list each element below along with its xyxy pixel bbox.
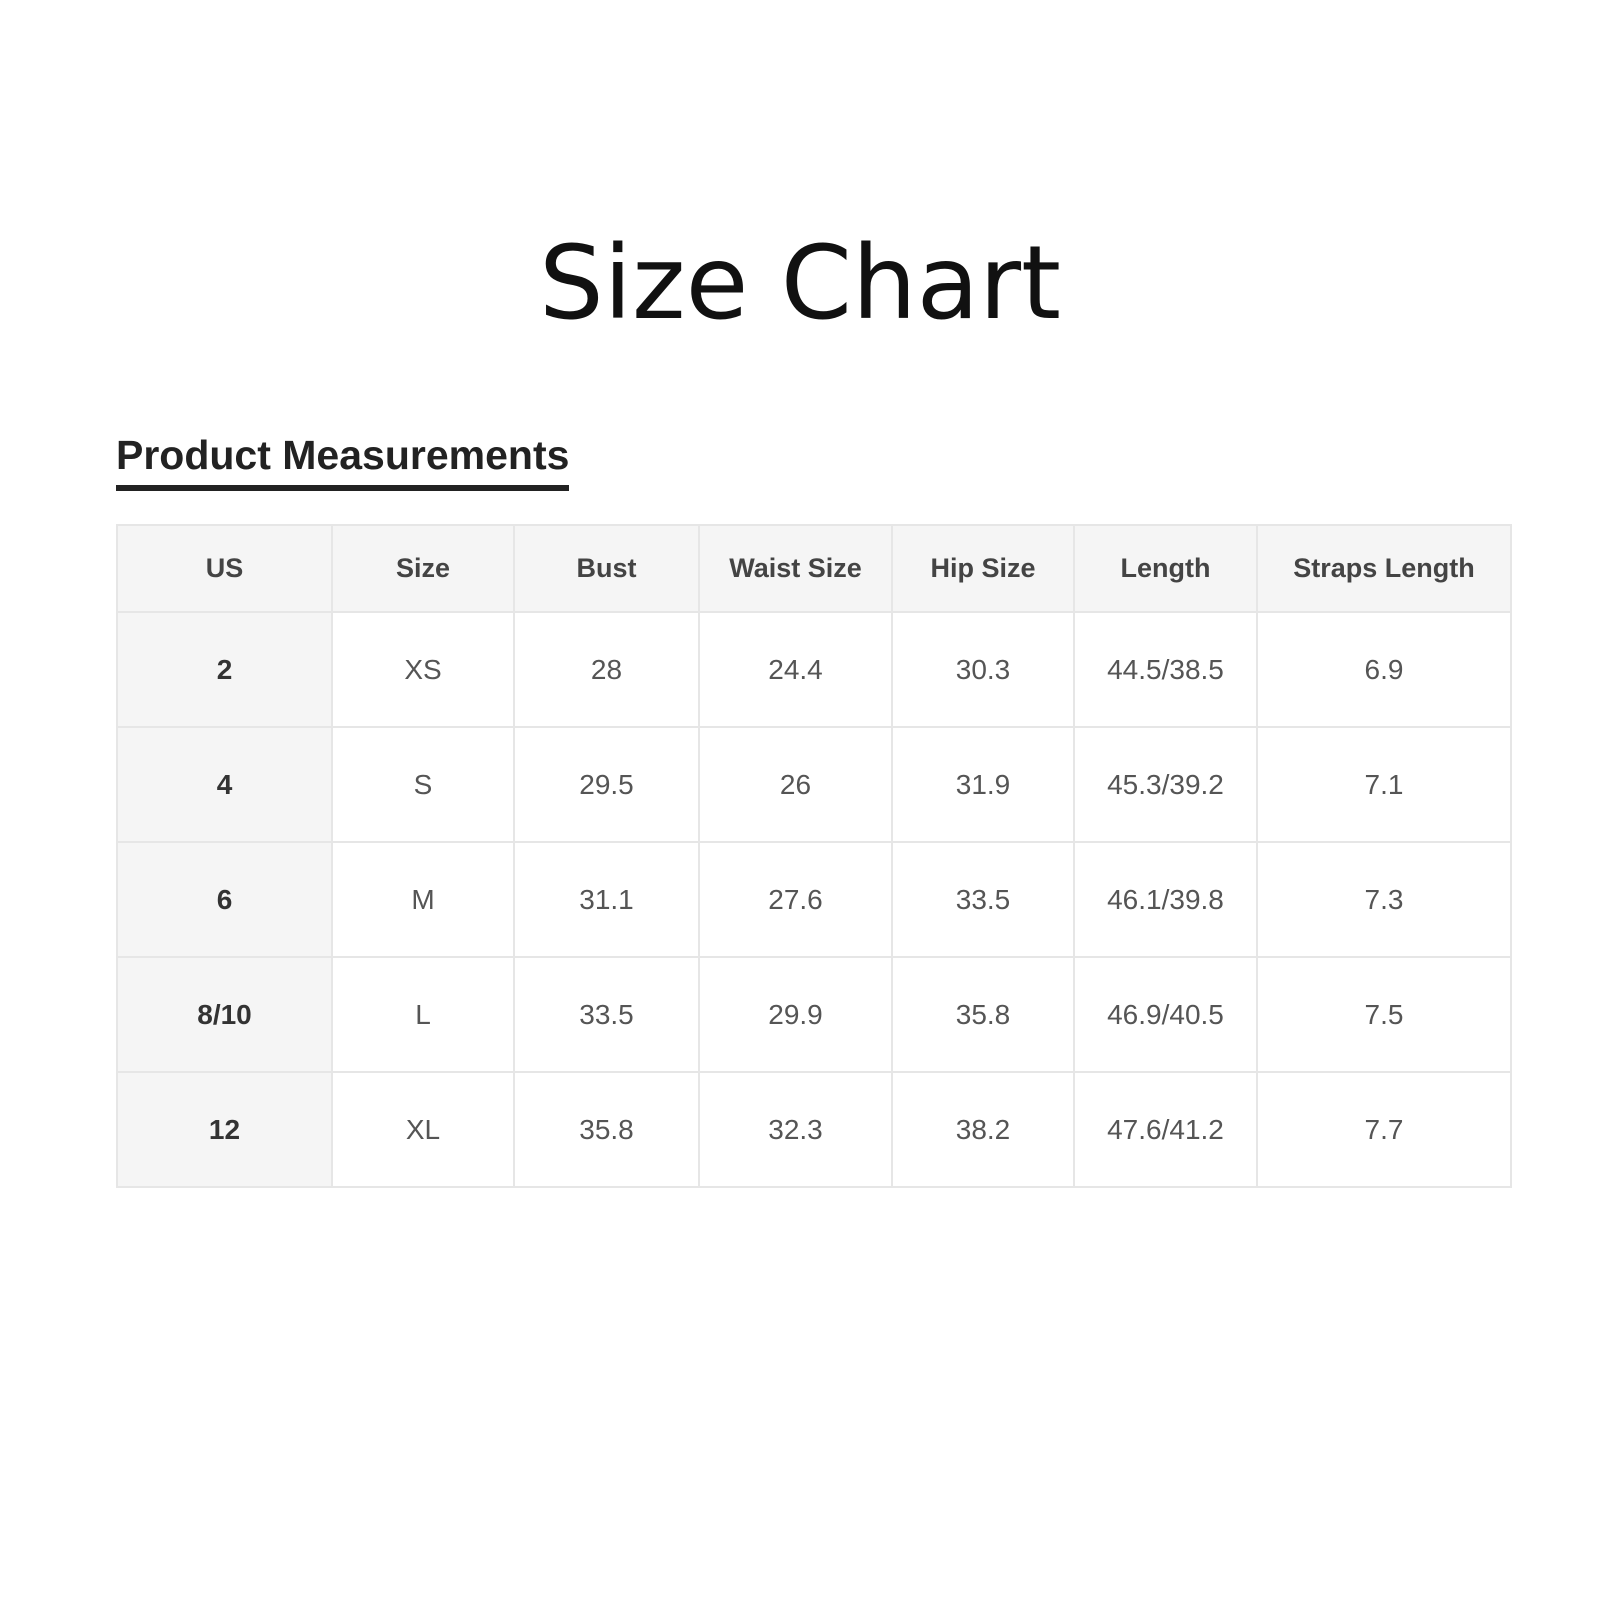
table-row: 2 XS 28 24.4 30.3 44.5/38.5 6.9 xyxy=(116,611,1512,728)
cell-waist-size: 29.9 xyxy=(698,956,893,1073)
cell-size: XL xyxy=(331,1071,515,1188)
cell-straps-length: 7.7 xyxy=(1256,1071,1512,1188)
header-waist-size: Waist Size xyxy=(698,524,893,613)
page-title: Size Chart xyxy=(538,224,1062,343)
cell-waist-size: 26 xyxy=(698,726,893,843)
cell-hip-size: 35.8 xyxy=(891,956,1075,1073)
cell-length: 46.9/40.5 xyxy=(1073,956,1258,1073)
table-row: 12 XL 35.8 32.3 38.2 47.6/41.2 7.7 xyxy=(116,1071,1512,1188)
cell-hip-size: 33.5 xyxy=(891,841,1075,958)
cell-waist-size: 32.3 xyxy=(698,1071,893,1188)
cell-straps-length: 6.9 xyxy=(1256,611,1512,728)
header-bust: Bust xyxy=(513,524,700,613)
cell-length: 44.5/38.5 xyxy=(1073,611,1258,728)
table-header-row: US Size Bust Waist Size Hip Size Length … xyxy=(116,524,1512,613)
cell-length: 45.3/39.2 xyxy=(1073,726,1258,843)
section-heading: Product Measurements xyxy=(116,432,570,491)
cell-straps-length: 7.1 xyxy=(1256,726,1512,843)
header-straps-length: Straps Length xyxy=(1256,524,1512,613)
header-us: US xyxy=(116,524,333,613)
header-length: Length xyxy=(1073,524,1258,613)
cell-us: 8/10 xyxy=(116,956,333,1073)
cell-hip-size: 38.2 xyxy=(891,1071,1075,1188)
cell-size: L xyxy=(331,956,515,1073)
cell-size: S xyxy=(331,726,515,843)
cell-hip-size: 31.9 xyxy=(891,726,1075,843)
cell-us: 6 xyxy=(116,841,333,958)
cell-us: 12 xyxy=(116,1071,333,1188)
cell-waist-size: 24.4 xyxy=(698,611,893,728)
cell-length: 46.1/39.8 xyxy=(1073,841,1258,958)
cell-bust: 35.8 xyxy=(513,1071,700,1188)
cell-straps-length: 7.3 xyxy=(1256,841,1512,958)
table-row: 4 S 29.5 26 31.9 45.3/39.2 7.1 xyxy=(116,726,1512,843)
cell-us: 4 xyxy=(116,726,333,843)
cell-us: 2 xyxy=(116,611,333,728)
cell-bust: 28 xyxy=(513,611,700,728)
cell-size: M xyxy=(331,841,515,958)
table-row: 6 M 31.1 27.6 33.5 46.1/39.8 7.3 xyxy=(116,841,1512,958)
cell-size: XS xyxy=(331,611,515,728)
header-hip-size: Hip Size xyxy=(891,524,1075,613)
cell-bust: 31.1 xyxy=(513,841,700,958)
header-size: Size xyxy=(331,524,515,613)
cell-hip-size: 30.3 xyxy=(891,611,1075,728)
cell-length: 47.6/41.2 xyxy=(1073,1071,1258,1188)
cell-waist-size: 27.6 xyxy=(698,841,893,958)
cell-bust: 33.5 xyxy=(513,956,700,1073)
table-row: 8/10 L 33.5 29.9 35.8 46.9/40.5 7.5 xyxy=(116,956,1512,1073)
cell-straps-length: 7.5 xyxy=(1256,956,1512,1073)
cell-bust: 29.5 xyxy=(513,726,700,843)
size-table: US Size Bust Waist Size Hip Size Length … xyxy=(116,524,1512,1188)
